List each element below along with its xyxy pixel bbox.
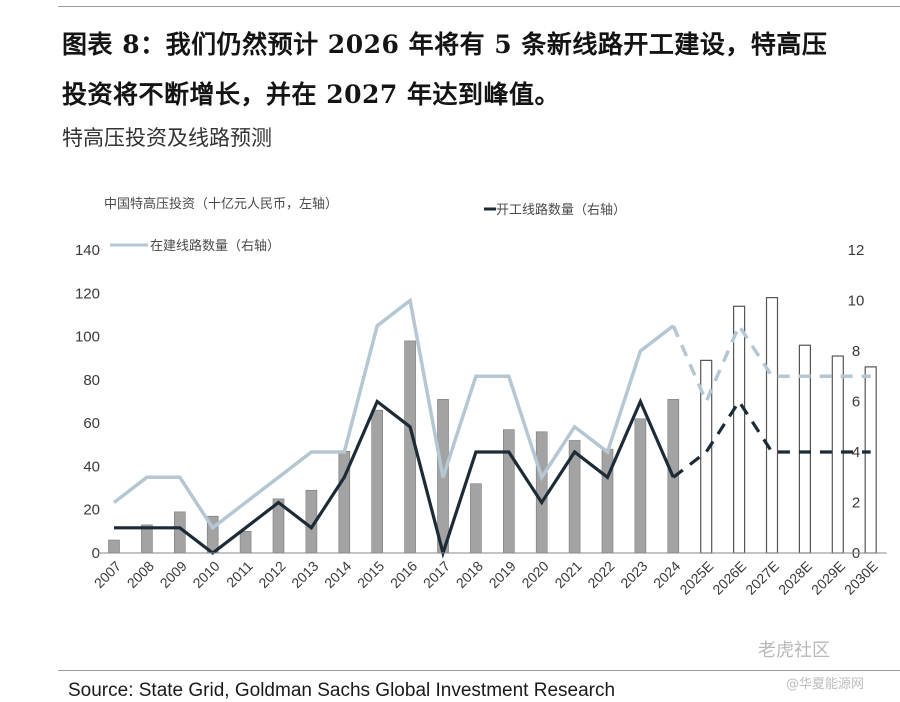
x-axis-labels: 2007 2008 2009 2010 2011 2012 2013 2014 2015 2016…: [91, 558, 881, 598]
x-axis-tick-label: 2014: [321, 558, 354, 591]
left-axis-ticks: 0 20 40 60 80 100 120 140: [75, 242, 100, 562]
right-axis-tick-label: 12: [848, 242, 865, 259]
chart-legend: 中国特高压投资（十亿元人民币，左轴） 开工线路数量（右轴） 在建线路数量（右轴）: [104, 196, 626, 254]
left-axis-tick-label: 120: [75, 285, 100, 302]
investment-bars: [108, 297, 877, 554]
left-axis-tick-label: 80: [83, 372, 100, 389]
investment-bar: [108, 539, 120, 554]
investment-bar: [470, 483, 482, 554]
x-axis-tick-label: 2009: [157, 558, 190, 591]
investment-bar: [634, 418, 647, 554]
uhv-investment-chart: 中国特高压投资（十亿元人民币，左轴） 开工线路数量（右轴） 在建线路数量（右轴）…: [75, 196, 887, 598]
x-axis-tick-label: 2027E: [742, 558, 782, 598]
investment-bar: [239, 531, 252, 554]
x-axis-tick-label: 2023: [617, 558, 650, 591]
x-axis-tick-label: 2022: [584, 558, 617, 591]
bottom-rule: [58, 670, 900, 671]
x-axis-tick-label: 2020: [518, 558, 551, 591]
x-axis-tick-label: 2030E: [841, 558, 881, 598]
x-axis-tick-label: 2018: [453, 558, 486, 591]
x-axis-tick-label: 2028E: [775, 558, 815, 598]
investment-bar: [371, 409, 384, 554]
right-axis-tick-label: 10: [848, 293, 865, 310]
legend-under-construction-label: 在建线路数量（右轴）: [150, 238, 280, 254]
x-axis-tick-label: 2021: [551, 558, 584, 591]
investment-bar: [864, 366, 877, 554]
investment-bar: [502, 429, 515, 554]
right-axis-tick-label: 8: [852, 343, 860, 360]
x-axis-tick-label: 2010: [189, 558, 222, 591]
x-axis-tick-label: 2015: [354, 558, 387, 591]
x-axis-tick-label: 2008: [124, 558, 157, 591]
right-axis-tick-label: 6: [852, 394, 860, 411]
started-lines-line-actual: [114, 397, 675, 559]
investment-bar: [765, 297, 779, 554]
x-axis-tick-label: 2012: [255, 558, 288, 591]
investment-bar: [732, 305, 746, 554]
legend-investment-label: 中国特高压投资（十亿元人民币，左轴）: [104, 196, 338, 212]
left-axis-tick-label: 40: [83, 458, 100, 475]
left-axis-tick-label: 60: [83, 415, 100, 432]
left-axis-tick-label: 0: [92, 545, 100, 562]
left-axis-tick-label: 100: [75, 329, 100, 346]
legend-started-lines-label: 开工线路数量（右轴）: [496, 202, 626, 218]
watermark-sub: @华夏能源网: [786, 677, 865, 692]
figure-headline: 图表 8：我们仍然预计 2026 年将有 5 条新线路开工建设，特高压投资将不断…: [62, 30, 828, 109]
left-axis-tick-label: 140: [75, 242, 100, 259]
right-axis-tick-label: 2: [852, 495, 860, 512]
chart-subtitle: 特高压投资及线路预测: [62, 126, 272, 150]
series-lines: [112, 297, 871, 559]
watermark-main: 老虎社区: [758, 640, 830, 661]
x-axis-tick-label: 2025E: [676, 558, 716, 598]
x-axis-tick-label: 2026E: [709, 558, 749, 598]
x-axis-tick-label: 2007: [91, 558, 124, 591]
investment-bar: [831, 355, 844, 554]
x-axis-tick-label: 2016: [387, 558, 420, 591]
under-construction-line-actual: [112, 297, 675, 531]
top-rule: [58, 6, 900, 7]
x-axis-tick-label: 2013: [288, 558, 321, 591]
left-axis-tick-label: 20: [83, 502, 100, 519]
x-axis-tick-label: 2017: [420, 558, 453, 591]
investment-bar: [535, 431, 548, 554]
x-axis-tick-label: 2011: [223, 558, 256, 591]
right-axis-tick-label: 4: [852, 444, 860, 461]
source-note: Source: State Grid, Goldman Sachs Global…: [68, 680, 616, 701]
x-axis-tick-label: 2029E: [808, 558, 848, 598]
x-axis-tick-label: 2019: [486, 558, 519, 591]
